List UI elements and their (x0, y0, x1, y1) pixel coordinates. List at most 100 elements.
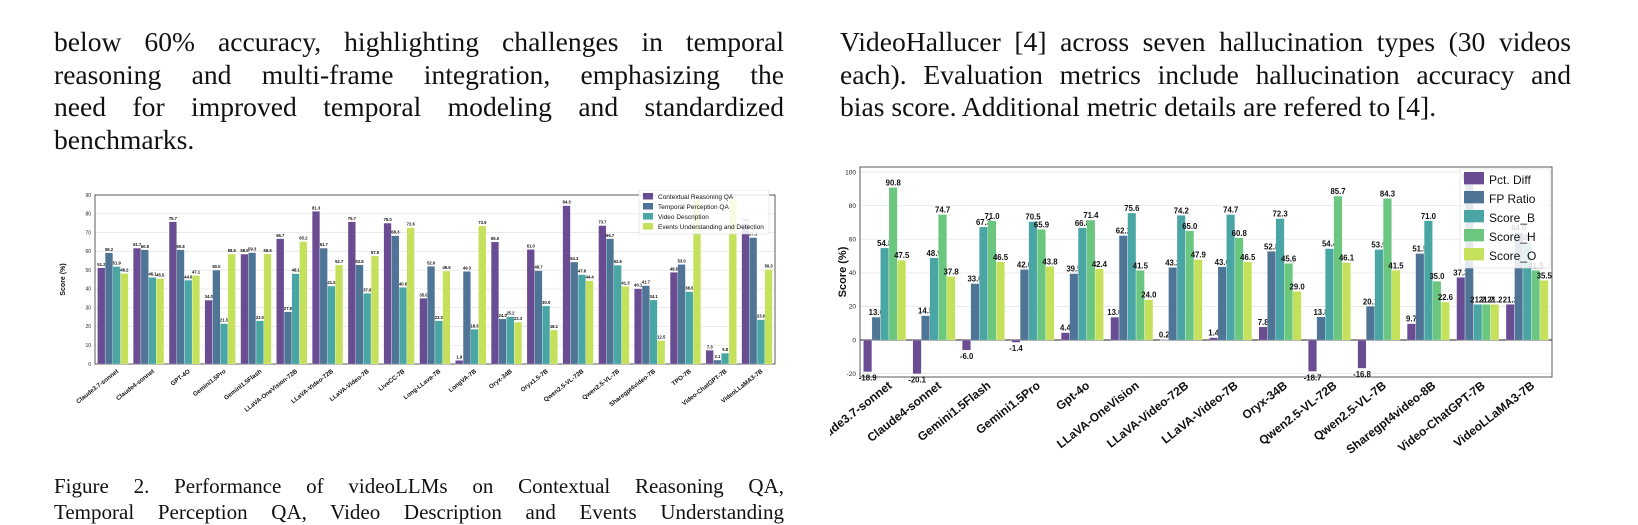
x-tick-label: LiveCC-7B (377, 368, 406, 393)
bar (1259, 327, 1267, 340)
bar (962, 340, 970, 350)
data-label: 45.6 (1281, 254, 1297, 263)
text-line: VideoHallucer [4] across seven hallucina… (840, 26, 1571, 59)
data-label: 50.0 (212, 264, 221, 269)
bar (121, 273, 129, 364)
data-label: 37.6 (363, 287, 372, 292)
bar (455, 360, 463, 364)
bar (1029, 222, 1037, 340)
data-label: 75.6 (1124, 204, 1140, 213)
data-label: 41.5 (1388, 261, 1404, 270)
bar (1177, 215, 1185, 340)
bar (1070, 274, 1078, 340)
data-label: 49.7 (534, 265, 543, 270)
data-label: 59.2 (105, 247, 114, 252)
bar (527, 249, 535, 364)
data-label: 53.0 (678, 258, 687, 263)
bar (1293, 291, 1301, 340)
bar (1506, 304, 1514, 340)
x-tick-label: Sharegpt4video-8B (1343, 378, 1438, 457)
bar (1012, 340, 1020, 342)
data-label: -6.0 (960, 352, 974, 361)
bar (1457, 277, 1465, 340)
data-label: 60.8 (1232, 229, 1248, 238)
data-label: 22.3 (514, 316, 523, 321)
bar (1061, 333, 1069, 340)
y-axis-label: Score (%) (60, 263, 67, 295)
bar (765, 270, 773, 364)
bar (420, 298, 428, 364)
y-tick-label: 100 (845, 169, 856, 176)
bar (938, 215, 946, 340)
bar (478, 226, 486, 364)
bar (491, 242, 499, 364)
data-label: 74.7 (935, 206, 950, 215)
bar (1334, 196, 1342, 340)
legend-swatch (1464, 248, 1484, 260)
bar (1342, 263, 1350, 340)
bar (1308, 340, 1316, 371)
bar (742, 224, 750, 364)
bar (1145, 300, 1153, 340)
data-label: 48.2 (120, 267, 129, 272)
bar (880, 248, 888, 340)
x-tick-label: Video-ChatGPT-7B (1395, 378, 1488, 455)
bar (98, 268, 106, 364)
y-tick-label: 80 (85, 212, 91, 218)
data-label: 47.1 (192, 270, 201, 275)
text-line: need for improved temporal modeling and … (54, 91, 784, 124)
data-label: 48.8 (670, 266, 679, 271)
bar (1433, 281, 1441, 340)
y-tick-label: 20 (849, 304, 857, 311)
data-label: 41.5 (327, 280, 336, 285)
data-label: 73.7 (598, 220, 607, 225)
bar (507, 317, 515, 364)
data-label: 23.0 (435, 315, 444, 320)
x-tick-label: Oryx1.5-7B (520, 368, 550, 394)
bar (586, 281, 594, 364)
data-label: 51.2 (97, 262, 106, 267)
legend-swatch (643, 193, 653, 200)
bar (1169, 267, 1177, 340)
bar (514, 322, 522, 364)
bar (872, 317, 880, 340)
bar (913, 340, 921, 374)
bar (407, 228, 415, 364)
data-label: 35.0 (1429, 272, 1445, 281)
bar (1366, 306, 1374, 340)
data-label: 75.7 (169, 216, 178, 221)
data-label: 23.6 (757, 314, 766, 319)
bar (328, 286, 336, 364)
legend-label: Video Description (658, 214, 709, 221)
data-label: 75.7 (348, 216, 357, 221)
data-label: 46.5 (1240, 253, 1256, 262)
bar (1392, 270, 1400, 340)
bar (1037, 229, 1045, 340)
bar (897, 260, 905, 340)
text-line: bias score. Additional metric details ar… (840, 91, 1571, 124)
data-label: 61.7 (320, 242, 329, 247)
legend-swatch (1464, 210, 1484, 222)
bar (177, 250, 185, 364)
data-label: 38.5 (685, 286, 694, 291)
legend-swatch (643, 223, 653, 230)
x-tick-label: Gemini1.5Pro (192, 368, 228, 398)
bar (284, 312, 292, 364)
x-tick-label: Long-LLava-7B (402, 368, 442, 402)
bar (312, 211, 320, 364)
data-label: 58.5 (228, 248, 237, 253)
bar (757, 320, 765, 364)
bar (348, 222, 356, 364)
y-tick-label: 20 (85, 324, 91, 330)
data-label: 47.9 (1191, 251, 1207, 260)
data-label: 71.0 (1421, 212, 1437, 221)
bar (1095, 269, 1103, 340)
bar (686, 292, 694, 364)
data-label: 49.3 (463, 265, 472, 270)
bar (930, 258, 938, 340)
bar (563, 206, 571, 364)
data-label: 71.0 (984, 212, 1000, 221)
x-tick-label: LongVA-7B (448, 368, 479, 394)
bar (228, 254, 236, 364)
